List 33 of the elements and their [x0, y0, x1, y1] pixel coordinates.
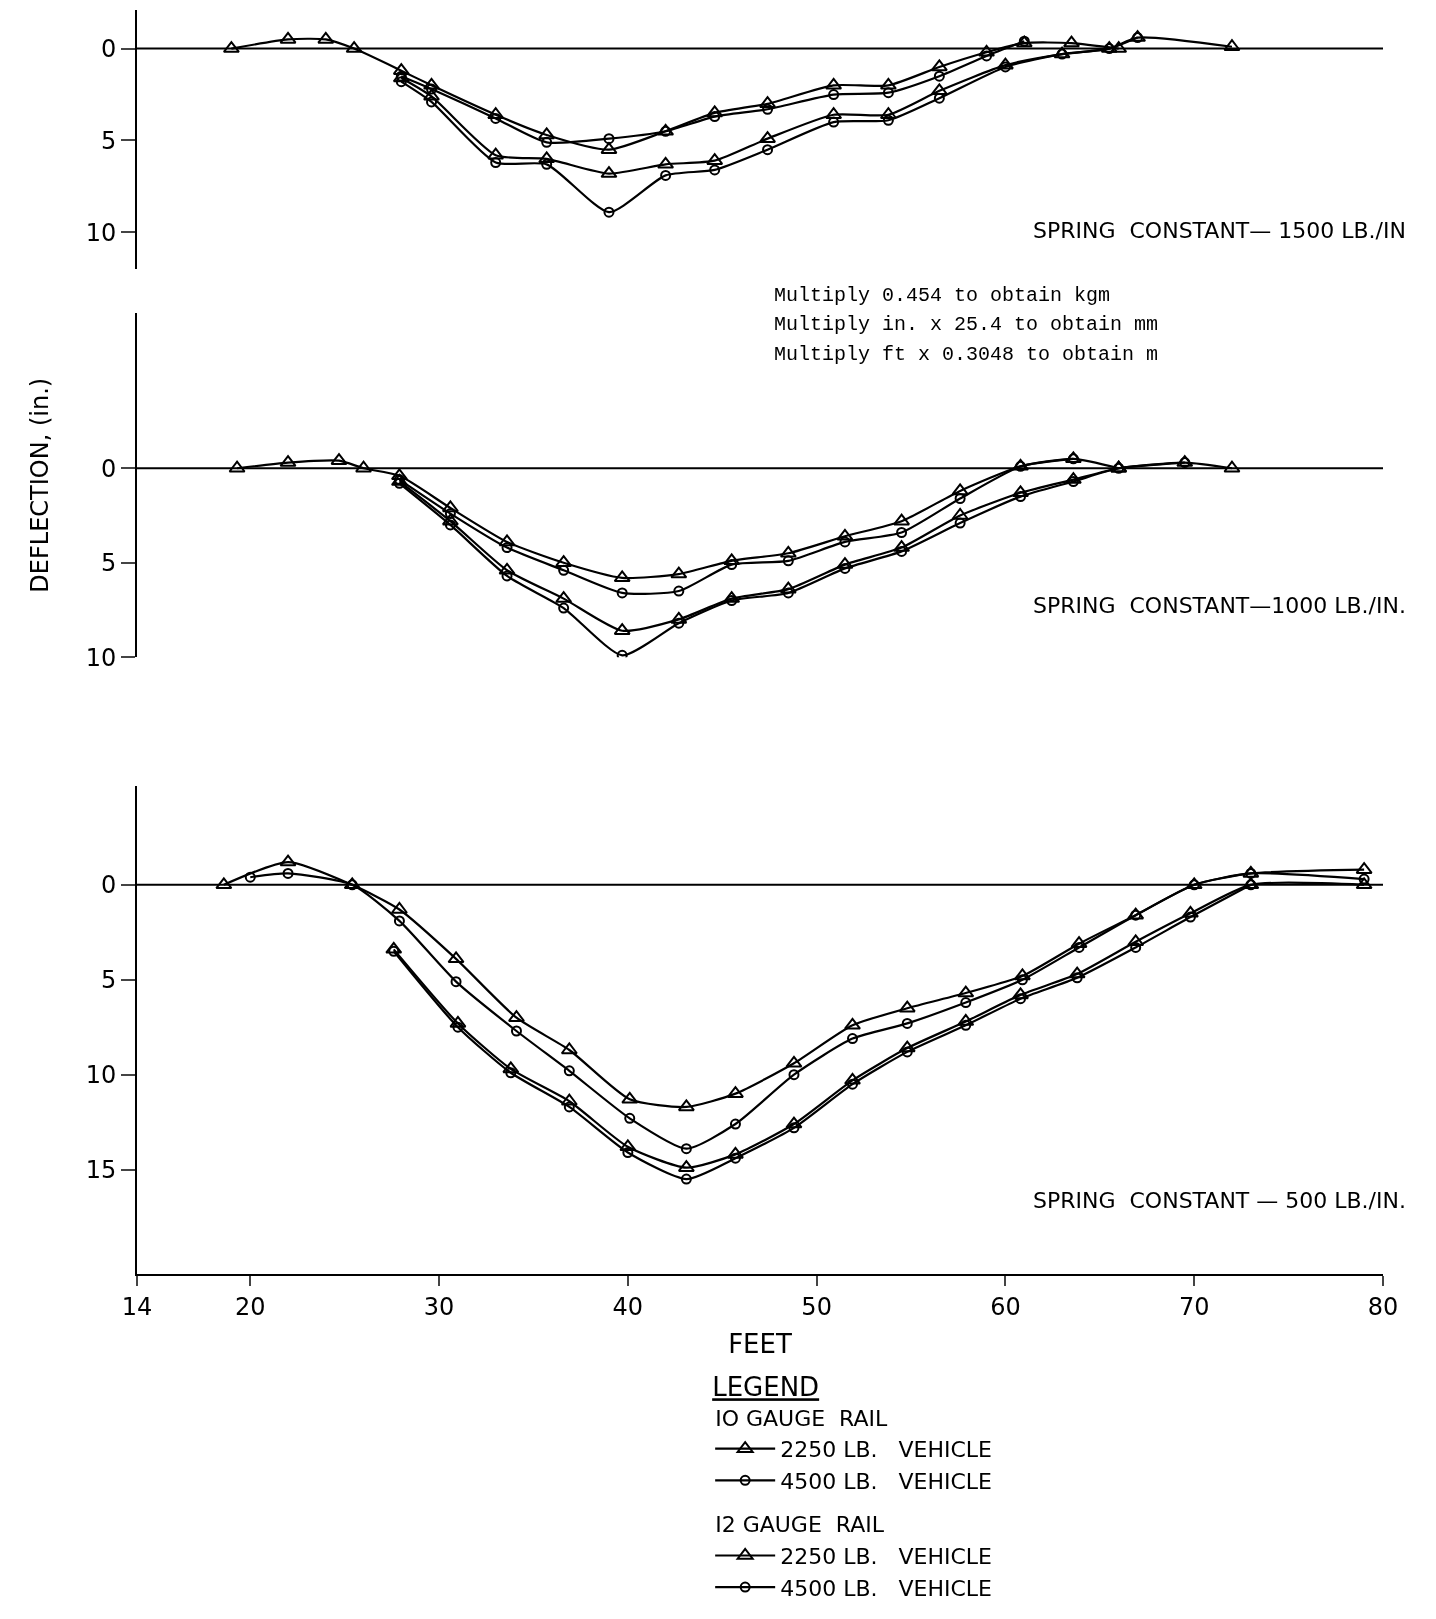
x-tick-label: 80 [1367, 1292, 1399, 1321]
text: IO GAUGE RAIL [715, 1405, 889, 1431]
y-tick-label: 0 [100, 34, 117, 63]
x-tick-label: 50 [801, 1292, 832, 1321]
y-tick-label: 15 [85, 1155, 117, 1184]
annotation: SPRING CONSTANT—1000 LB./IN. [1033, 593, 1406, 618]
text: Multiply 0.454 to obtain kgm [774, 284, 1111, 307]
annotation: SPRING CONSTANT — 500 LB./IN. [1033, 1188, 1406, 1213]
text: I2 GAUGE RAIL [715, 1512, 885, 1538]
y-tick-label: 5 [100, 126, 117, 155]
x-tick-label: 30 [423, 1292, 455, 1321]
y-tick-label: 5 [100, 966, 117, 995]
y-tick-label: 0 [100, 454, 117, 483]
legend-label: 4500 LB. VEHICLE [780, 1575, 992, 1601]
x-tick-label: 40 [612, 1292, 644, 1321]
y-tick-label: 10 [85, 218, 117, 247]
legend-title: LEGEND [712, 1372, 820, 1403]
y-axis-title: DEFLECTION, (in.) [26, 377, 55, 593]
y-tick-label: 5 [100, 549, 117, 578]
legend-label: 4500 LB. VEHICLE [780, 1468, 992, 1494]
y-tick-label: 10 [85, 1061, 117, 1090]
y-tick-label: 10 [85, 643, 117, 672]
annotation: Multiply in. x 25.4 to obtain mm [774, 313, 1159, 336]
x-tick-label: 20 [235, 1292, 266, 1321]
y-tick-label: 0 [100, 871, 117, 900]
x-axis-title: FEET [728, 1329, 792, 1359]
x-tick-label: 60 [990, 1292, 1021, 1321]
annotation: SPRING CONSTANT— 1500 LB./IN [1033, 218, 1406, 243]
legend-label: 2250 LB. VEHICLE [780, 1544, 992, 1570]
legend-label: 2250 LB. VEHICLE [780, 1437, 992, 1463]
x-tick-label: 14 [121, 1292, 153, 1321]
annotation: Multiply ft x 0.3048 to obtain m [774, 343, 1159, 366]
x-tick-label: 70 [1178, 1292, 1210, 1321]
